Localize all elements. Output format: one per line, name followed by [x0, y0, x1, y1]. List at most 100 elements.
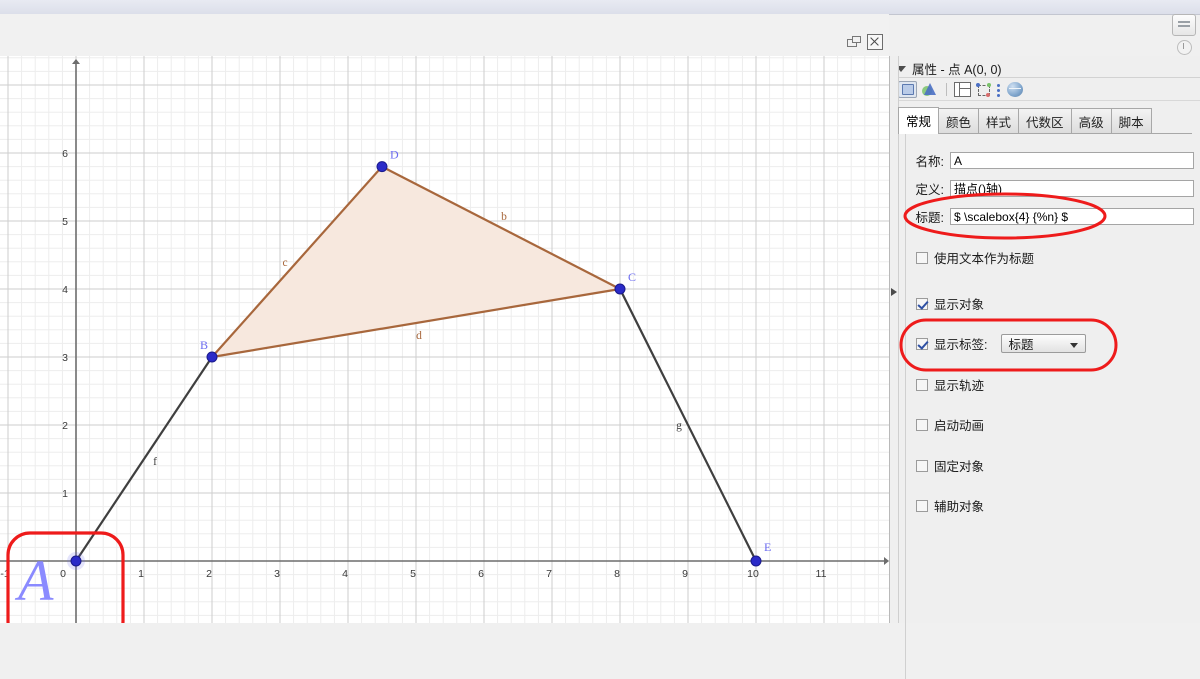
- segment-labels: f g b c d: [153, 211, 682, 468]
- point-label-d[interactable]: D: [390, 148, 399, 162]
- point-e[interactable]: [750, 555, 762, 567]
- auxiliary-object-checkbox[interactable]: [916, 499, 928, 512]
- animation-on-label: 启动动画: [934, 419, 985, 433]
- show-object-row[interactable]: 显示对象: [916, 294, 984, 313]
- y-tick-labels: 1 2 3 4 5 6: [62, 148, 68, 500]
- svg-text:5: 5: [410, 568, 416, 580]
- svg-text:6: 6: [478, 568, 484, 580]
- properties-panel-header[interactable]: 属性 - 点 A(0, 0): [890, 60, 1200, 78]
- chevron-down-icon[interactable]: [896, 65, 906, 72]
- definition-label: 定义:: [915, 183, 944, 197]
- more-options-icon[interactable]: [996, 83, 1002, 97]
- svg-text:7: 7: [546, 568, 552, 580]
- tab-general[interactable]: 常规: [898, 107, 940, 134]
- tab-underline: [898, 133, 1192, 134]
- name-row: 名称: A: [910, 151, 1198, 170]
- window-titlebar: [0, 0, 1200, 15]
- major-grid: [0, 56, 889, 623]
- point-b[interactable]: [206, 351, 218, 363]
- point-a[interactable]: [70, 555, 82, 567]
- animation-on-checkbox[interactable]: [916, 418, 928, 431]
- svg-text:5: 5: [62, 216, 68, 228]
- show-label-row[interactable]: 显示标签: 标题: [916, 334, 1087, 353]
- show-label-checkbox[interactable]: [916, 337, 928, 350]
- svg-text:1: 1: [62, 488, 68, 500]
- svg-text:3: 3: [274, 568, 280, 580]
- fix-object-checkbox[interactable]: [916, 459, 928, 472]
- segment-f[interactable]: [75, 356, 213, 562]
- fix-object-label: 固定对象: [934, 460, 985, 474]
- axes: [0, 60, 884, 623]
- point-d[interactable]: [376, 161, 388, 173]
- tab-advanced[interactable]: 高级: [1070, 108, 1112, 134]
- show-object-checkbox[interactable]: [916, 297, 928, 310]
- tab-algebra[interactable]: 代数区: [1018, 108, 1072, 134]
- table-icon[interactable]: [954, 82, 971, 97]
- hamburger-icon-line2: [1178, 25, 1190, 27]
- polygon-bdc[interactable]: [210, 165, 622, 359]
- svg-text:2: 2: [62, 420, 68, 432]
- show-trace-label: 显示轨迹: [934, 379, 985, 393]
- fix-object-row[interactable]: 固定对象: [916, 456, 984, 475]
- polygon-edge-label-c[interactable]: c: [282, 257, 287, 269]
- animation-on-row[interactable]: 启动动画: [916, 415, 984, 434]
- name-field[interactable]: A: [950, 152, 1194, 169]
- svg-text:8: 8: [614, 568, 620, 580]
- show-object-label: 显示对象: [934, 298, 985, 312]
- svg-text:4: 4: [342, 568, 348, 580]
- properties-tabs: 常规 颜色 样式 代数区 高级 脚本: [898, 107, 1192, 134]
- name-label: 名称:: [915, 155, 944, 169]
- panel-scroll-strip[interactable]: [890, 56, 899, 623]
- tab-scripting[interactable]: 脚本: [1110, 108, 1152, 134]
- use-text-as-caption-checkbox[interactable]: [916, 251, 928, 264]
- svg-text:9: 9: [682, 568, 688, 580]
- segment-g[interactable]: [619, 288, 757, 562]
- label-type-dropdown[interactable]: 标题: [1001, 334, 1087, 353]
- panel-expand-arrow-icon[interactable]: [891, 288, 897, 296]
- select-objects-icon[interactable]: [898, 81, 917, 98]
- polygon-edge-label-d[interactable]: d: [416, 330, 422, 342]
- use-text-as-caption-row[interactable]: 使用文本作为标题: [916, 248, 1034, 267]
- panel-separator: [905, 112, 906, 679]
- show-trace-checkbox[interactable]: [916, 378, 928, 391]
- point-label-e[interactable]: E: [764, 540, 771, 554]
- globe-icon[interactable]: [1007, 82, 1023, 97]
- point-c[interactable]: [614, 283, 626, 295]
- auxiliary-objects-icon[interactable]: [976, 82, 991, 97]
- toolbar-divider: [946, 83, 947, 96]
- auxiliary-object-label: 辅助对象: [934, 500, 985, 514]
- segment-label-g[interactable]: g: [676, 420, 682, 432]
- geometry-objects-icon[interactable]: [922, 82, 939, 97]
- use-text-as-caption-label: 使用文本作为标题: [934, 252, 1035, 266]
- segment-label-f[interactable]: f: [153, 456, 157, 468]
- auxiliary-object-row[interactable]: 辅助对象: [916, 496, 984, 515]
- svg-text:2: 2: [206, 568, 212, 580]
- hamburger-icon-line1: [1178, 21, 1190, 23]
- tab-color[interactable]: 颜色: [938, 108, 980, 134]
- y-axis-arrow: [72, 59, 80, 64]
- show-trace-row[interactable]: 显示轨迹: [916, 375, 984, 394]
- point-label-c[interactable]: C: [628, 270, 636, 284]
- caption-label: 标题:: [915, 211, 944, 225]
- caption-field[interactable]: $ \scalebox{4} {%n} $: [950, 208, 1194, 225]
- tab-style[interactable]: 样式: [978, 108, 1020, 134]
- label-type-value: 标题: [1008, 338, 1034, 352]
- panel-title: 属性 - 点 A(0, 0): [912, 63, 1002, 77]
- chevron-down-icon-dropdown: [1070, 343, 1079, 348]
- menu-button[interactable]: [1172, 14, 1196, 36]
- properties-panel: 属性 - 点 A(0, 0) 常规 颜色 样式 代数区 高级 脚本 名称: A: [890, 56, 1200, 679]
- svg-text:10: 10: [747, 568, 759, 580]
- polygon-edge-label-b[interactable]: b: [501, 211, 507, 223]
- x-tick-labels: -1 0 1 2 3 4 5 6 7 8 9 10 11: [0, 568, 826, 580]
- caption-row: 标题: $ \scalebox{4} {%n} $: [910, 207, 1198, 226]
- svg-text:11: 11: [816, 568, 827, 580]
- point-label-b[interactable]: B: [200, 338, 208, 352]
- svg-text:0: 0: [60, 568, 66, 580]
- close-icon[interactable]: [867, 34, 883, 50]
- definition-row: 定义: 描点()轴): [910, 179, 1198, 198]
- definition-field[interactable]: 描点()轴): [950, 180, 1194, 197]
- detach-icon[interactable]: [847, 36, 861, 48]
- info-icon[interactable]: [1177, 40, 1192, 55]
